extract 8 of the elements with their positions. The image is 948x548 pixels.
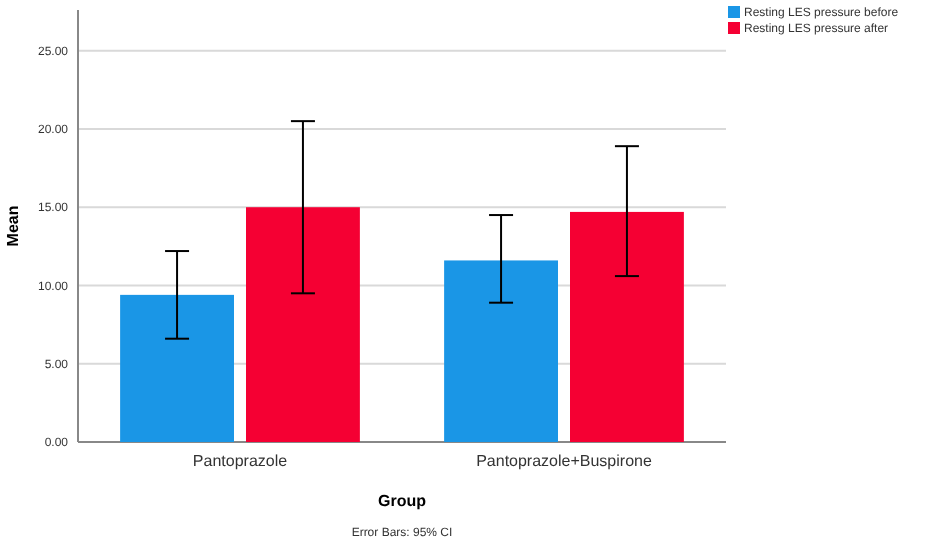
y-axis-title: Mean [4,205,22,247]
bar [570,211,684,442]
bar [444,260,558,442]
x-axis-title: Group [378,492,427,510]
x-tick-label: Pantoprazole [192,452,289,470]
x-tick-label: Pantoprazole+Buspirone [476,452,653,470]
bar [246,207,360,442]
bar [120,294,234,442]
